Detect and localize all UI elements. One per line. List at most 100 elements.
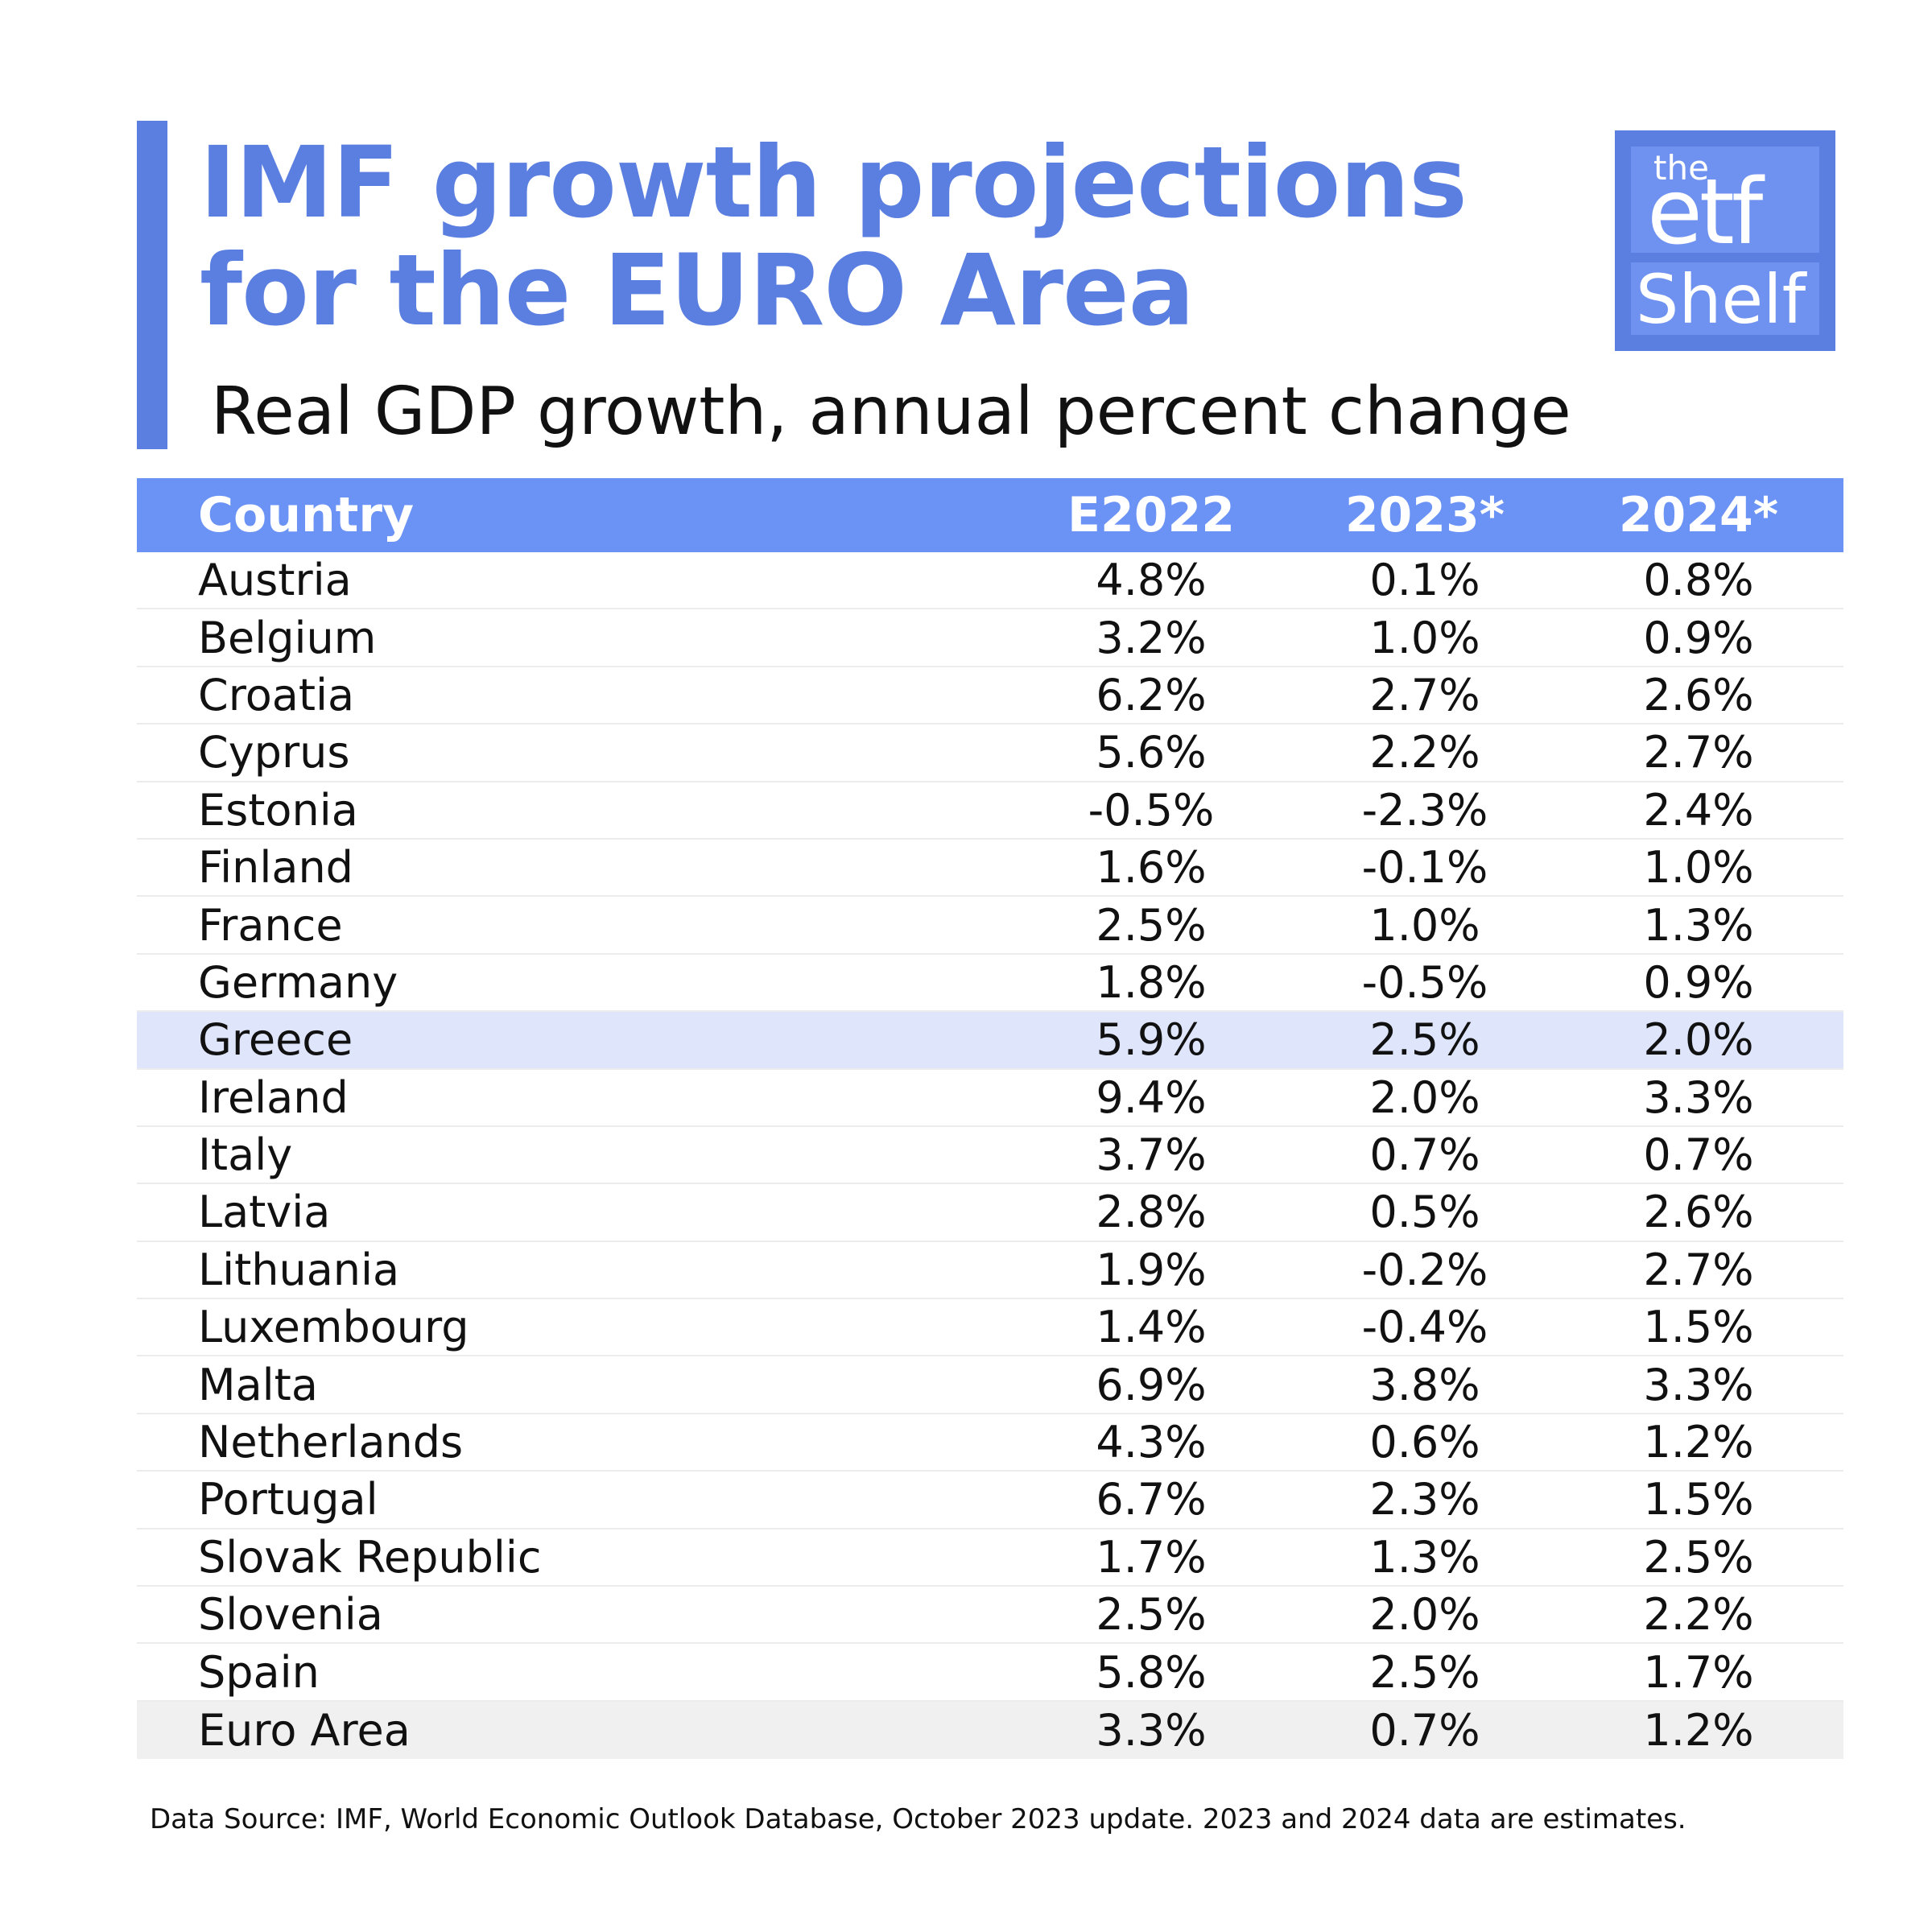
cell-country: Germany [198,956,398,1008]
cell-2023: -0.4% [1361,1302,1488,1353]
cell-2023: -2.3% [1361,784,1488,836]
cell-2023: 0.7% [1369,1705,1480,1756]
cell-2023: 2.5% [1369,1014,1480,1066]
cell-2024: 0.9% [1643,612,1754,663]
cell-2023: 3.8% [1369,1359,1480,1410]
cell-country: Greece [198,1014,353,1066]
cell-e2022: 9.4% [1096,1071,1207,1123]
cell-2023: -0.1% [1361,842,1488,894]
title-accent-bar [137,121,167,449]
cell-country: Finland [198,842,353,894]
cell-e2022: 1.9% [1096,1244,1207,1295]
cell-2024: 1.2% [1643,1705,1754,1756]
table-row: Lithuania 1.9% -0.2% 2.7% [137,1242,1843,1300]
table-row: Estonia -0.5% -2.3% 2.4% [137,782,1843,840]
table-row: Italy 3.7% 0.7% 0.7% [137,1127,1843,1185]
cell-2023: 2.7% [1369,669,1480,720]
cell-2023: 2.3% [1369,1474,1480,1525]
cell-2024: 2.4% [1643,784,1754,836]
cell-e2022: 5.6% [1096,727,1207,778]
table-row: Slovak Republic 1.7% 1.3% 2.5% [137,1530,1843,1587]
cell-2023: -0.5% [1361,956,1488,1008]
title-line-1: IMF growth projections [200,126,1468,240]
cell-2024: 1.5% [1643,1302,1754,1353]
page-title: IMF growth projections for the EURO Area [200,126,1468,348]
table-row: Malta 6.9% 3.8% 3.3% [137,1356,1843,1414]
cell-2023: 1.0% [1369,899,1480,951]
cell-e2022: 6.9% [1096,1359,1207,1410]
cell-country: Lithuania [198,1244,400,1295]
cell-country: Netherlands [198,1417,464,1468]
column-header-country: Country [198,487,415,543]
table-row: Cyprus 5.6% 2.2% 2.7% [137,724,1843,782]
page-subtitle: Real GDP growth, annual percent change [211,374,1571,450]
table-row: Croatia 6.2% 2.7% 2.6% [137,667,1843,725]
cell-e2022: -0.5% [1088,784,1215,836]
gdp-table: Country E2022 2023* 2024* Austria 4.8% 0.1… [137,478,1843,1760]
cell-e2022: 1.6% [1096,842,1207,894]
cell-e2022: 6.7% [1096,1474,1207,1525]
cell-2024: 3.3% [1643,1359,1754,1410]
cell-e2022: 5.8% [1096,1646,1207,1698]
cell-2023: 0.7% [1369,1129,1480,1181]
cell-2023: 1.3% [1369,1531,1480,1583]
cell-2024: 0.8% [1643,555,1754,606]
cell-2024: 1.7% [1643,1646,1754,1698]
cell-2023: 0.5% [1369,1187,1480,1238]
cell-country: Malta [198,1359,318,1410]
table-row: France 2.5% 1.0% 1.3% [137,897,1843,955]
cell-2024: 1.5% [1643,1474,1754,1525]
cell-2023: -0.2% [1361,1244,1488,1295]
cell-2023: 2.0% [1369,1071,1480,1123]
cell-2024: 1.0% [1643,842,1754,894]
cell-2024: 2.6% [1643,1187,1754,1238]
logo-panel-top [1631,147,1819,253]
table-total-row: Euro Area 3.3% 0.7% 1.2% [137,1701,1843,1760]
cell-2023: 2.0% [1369,1589,1480,1641]
cell-country: Belgium [198,612,377,663]
cell-country: Latvia [198,1187,331,1238]
table-row: Luxembourg 1.4% -0.4% 1.5% [137,1299,1843,1357]
data-source-footnote: Data Source: IMF, World Economic Outlook… [150,1803,1686,1835]
cell-2023: 2.5% [1369,1646,1480,1698]
table-row: Netherlands 4.3% 0.6% 1.2% [137,1414,1843,1472]
cell-2024: 2.6% [1643,669,1754,720]
cell-2024: 1.2% [1643,1417,1754,1468]
cell-country: Portugal [198,1474,378,1525]
cell-country: Slovenia [198,1589,383,1641]
cell-e2022: 2.8% [1096,1187,1207,1238]
table-row: Spain 5.8% 2.5% 1.7% [137,1644,1843,1702]
cell-e2022: 3.3% [1096,1705,1207,1756]
cell-country: Austria [198,555,352,606]
logo-text-etf: etf [1647,160,1763,265]
logo-text-shelf: Shelf [1636,260,1806,339]
cell-2024: 1.3% [1643,899,1754,951]
cell-country: Euro Area [198,1705,411,1756]
table-row: Belgium 3.2% 1.0% 0.9% [137,609,1843,667]
cell-country: Slovak Republic [198,1531,542,1583]
cell-2024: 2.5% [1643,1531,1754,1583]
cell-country: Ireland [198,1071,349,1123]
table-row: Finland 1.6% -0.1% 1.0% [137,840,1843,898]
cell-country: Luxembourg [198,1302,469,1353]
cell-e2022: 1.4% [1096,1302,1207,1353]
cell-2024: 0.7% [1643,1129,1754,1181]
cell-2024: 0.9% [1643,956,1754,1008]
cell-country: Cyprus [198,727,350,778]
cell-2024: 2.2% [1643,1589,1754,1641]
cell-e2022: 3.7% [1096,1129,1207,1181]
cell-country: Italy [198,1129,293,1181]
cell-e2022: 4.3% [1096,1417,1207,1468]
cell-e2022: 4.8% [1096,555,1207,606]
cell-country: Spain [198,1646,320,1698]
title-line-2: for the EURO Area [200,233,1195,348]
cell-e2022: 3.2% [1096,612,1207,663]
table-row: Ireland 9.4% 2.0% 3.3% [137,1070,1843,1127]
cell-country: Croatia [198,669,355,720]
cell-2024: 2.7% [1643,1244,1754,1295]
logo-text-the: the [1653,148,1709,188]
table-row: Germany 1.8% -0.5% 0.9% [137,955,1843,1013]
cell-e2022: 1.8% [1096,956,1207,1008]
cell-e2022: 6.2% [1096,669,1207,720]
cell-country: Estonia [198,784,358,836]
